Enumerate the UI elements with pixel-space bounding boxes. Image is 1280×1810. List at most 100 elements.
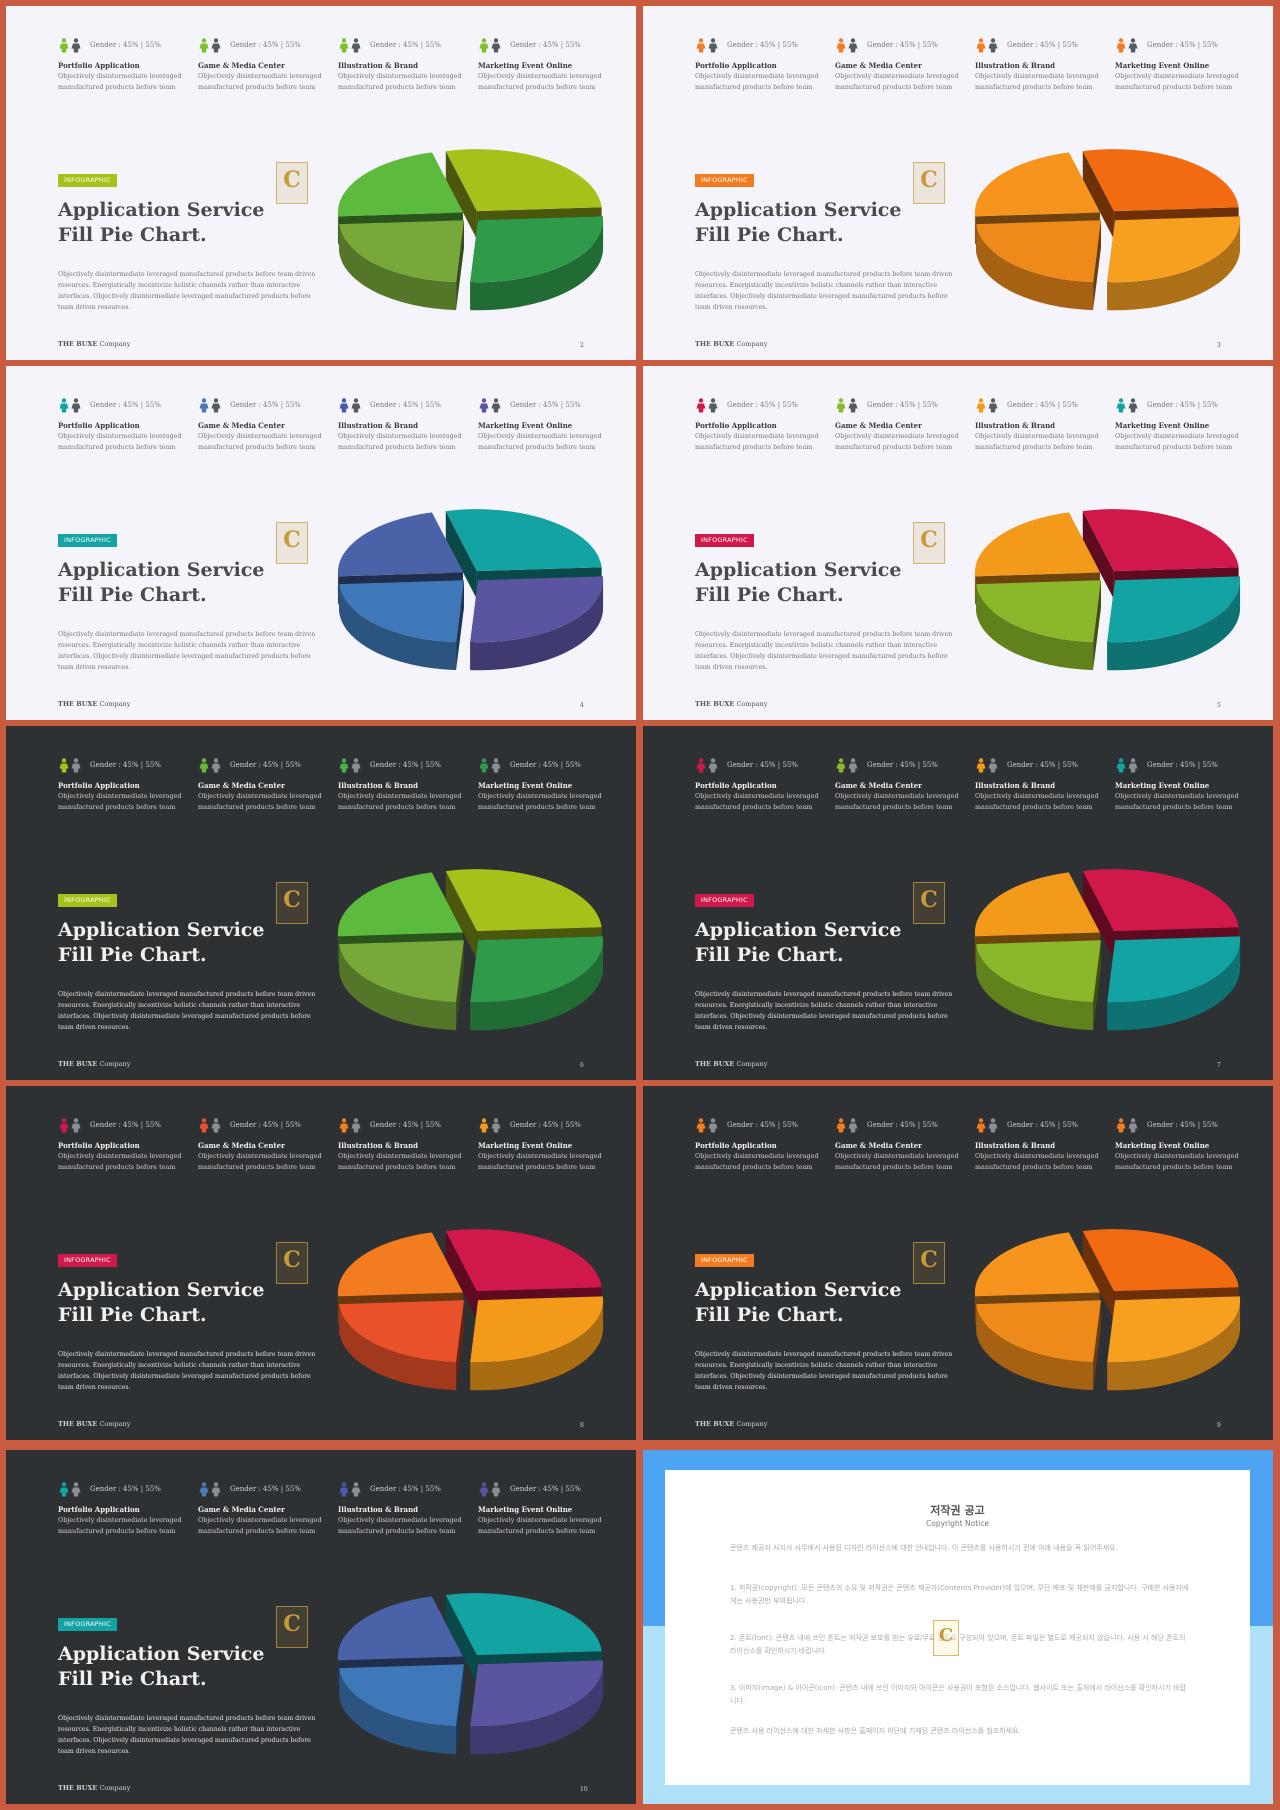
pie-slice-left <box>339 220 464 311</box>
stat-title: Marketing Event Online <box>478 61 573 70</box>
slide-page-7: Gender : 45% | 55% Portfolio Application O… <box>643 726 1273 1080</box>
pie-slice-top <box>974 1232 1100 1297</box>
stat-description: Objectively disintermediate leveraged ma… <box>58 72 182 91</box>
stat-title: Portfolio Application <box>695 61 777 70</box>
infographic-badge: INFOGRAPHIC <box>58 894 117 907</box>
female-icon <box>339 1481 349 1496</box>
exploded-3d-pie-chart <box>974 1229 1241 1391</box>
title-line-1: Application Service <box>58 199 265 221</box>
stat-description: Objectively disintermediate leveraged ma… <box>835 432 959 451</box>
gender-stats-row: Gender : 45% | 55% Portfolio Application O… <box>695 1116 1255 1186</box>
pie-slice-top <box>337 152 463 217</box>
pie-slice-top <box>339 220 464 283</box>
female-icon <box>59 757 69 772</box>
gender-label: Gender : 45% | 55% <box>1147 1121 1218 1129</box>
slide-page-10: Gender : 45% | 55% Portfolio Application O… <box>6 1450 636 1804</box>
pie-slice-top <box>470 216 604 283</box>
brand-logo-icon: C <box>913 162 945 204</box>
stat-title: Marketing Event Online <box>478 1141 573 1150</box>
stat-title: Illustration & Brand <box>338 61 419 70</box>
gender-label: Gender : 45% | 55% <box>1007 401 1078 409</box>
stat-title: Marketing Event Online <box>1115 781 1210 790</box>
male-icon <box>708 397 718 412</box>
footer-company: Company <box>99 340 131 348</box>
stat-title: Marketing Event Online <box>1115 1141 1210 1150</box>
male-icon <box>211 1117 221 1132</box>
infographic-badge: INFOGRAPHIC <box>58 1618 117 1631</box>
stat-title: Game & Media Center <box>198 61 285 70</box>
female-icon <box>836 757 846 772</box>
gender-label: Gender : 45% | 55% <box>90 761 161 769</box>
pie-slice-wall <box>445 1595 477 1684</box>
stat-title: Illustration & Brand <box>338 1505 419 1514</box>
female-icon <box>199 757 209 772</box>
title-line-2: Fill Pie Chart. <box>58 224 207 246</box>
footer-brand-name: THE BUXE <box>58 1420 98 1428</box>
footer-brand: THE BUXE Company <box>695 700 767 708</box>
stat-title: Illustration & Brand <box>975 1141 1056 1150</box>
stat-description: Objectively disintermediate leveraged ma… <box>835 72 959 91</box>
male-icon <box>988 1117 998 1132</box>
pie-slice-left <box>976 1300 1101 1391</box>
pie-slice-bottom <box>1107 216 1241 311</box>
gender-stat: Gender : 45% | 55% Portfolio Application O… <box>695 36 830 93</box>
footer-brand-name: THE BUXE <box>58 340 98 348</box>
female-icon <box>339 37 349 52</box>
slide-title: Application Service Fill Pie Chart. <box>695 918 901 968</box>
gender-stat: Gender : 45% | 55% Game & Media Center Obj… <box>835 396 970 453</box>
stat-description: Objectively disintermediate leveraged ma… <box>198 792 322 811</box>
gender-stats-row: Gender : 45% | 55% Portfolio Application O… <box>58 396 618 466</box>
male-icon <box>351 1481 361 1496</box>
slide-page-3: Gender : 45% | 55% Portfolio Application O… <box>643 6 1273 360</box>
infographic-badge: INFOGRAPHIC <box>695 1254 754 1267</box>
pie-slice-top <box>337 1596 463 1661</box>
female-icon <box>836 37 846 52</box>
female-icon <box>479 1481 489 1496</box>
stat-description: Objectively disintermediate leveraged ma… <box>198 1516 322 1535</box>
female-icon <box>696 37 706 52</box>
female-icon <box>1116 757 1126 772</box>
pie-slice-top <box>1082 869 1239 932</box>
male-icon <box>211 37 221 52</box>
female-icon <box>479 37 489 52</box>
stat-description: Objectively disintermediate leveraged ma… <box>695 432 819 451</box>
page-number: 6 <box>580 1062 584 1069</box>
male-icon <box>491 1117 501 1132</box>
gender-label: Gender : 45% | 55% <box>510 401 581 409</box>
male-icon <box>71 397 81 412</box>
gender-stat: Gender : 45% | 55% Marketing Event Online… <box>478 396 613 453</box>
slide-body-text: Objectively disintermediate leveraged ma… <box>58 991 316 1031</box>
pie-slice-left <box>976 580 1101 671</box>
slide-body-text: Objectively disintermediate leveraged ma… <box>695 271 953 311</box>
female-icon <box>696 397 706 412</box>
copyright-outro: 콘텐츠 사용 라이선스에 대한 자세한 사항은 홈페이지 하단에 기재된 콘텐츠… <box>730 1727 1021 1735</box>
logo-letter: C <box>283 527 301 553</box>
brand-logo-icon: C <box>276 162 308 204</box>
footer-company: Company <box>736 1420 768 1428</box>
footer-company: Company <box>99 700 131 708</box>
stat-title: Portfolio Application <box>58 1141 140 1150</box>
exploded-3d-pie-chart <box>974 509 1241 671</box>
gender-label: Gender : 45% | 55% <box>867 401 938 409</box>
gender-stat: Gender : 45% | 55% Portfolio Application O… <box>58 36 193 93</box>
logo-letter: C <box>283 167 301 193</box>
slide-title: Application Service Fill Pie Chart. <box>695 558 901 608</box>
pie-slice-outer-wall <box>1107 1300 1241 1391</box>
pie-slice-top <box>337 1232 463 1297</box>
gender-label: Gender : 45% | 55% <box>1007 1121 1078 1129</box>
exploded-3d-pie-chart <box>337 869 604 1031</box>
slide-body-text: Objectively disintermediate leveraged ma… <box>58 631 316 671</box>
pie-slice-bottom <box>470 216 604 311</box>
gender-label: Gender : 45% | 55% <box>510 761 581 769</box>
male-icon <box>491 1481 501 1496</box>
stat-description: Objectively disintermediate leveraged ma… <box>975 1152 1099 1171</box>
slide-body-text: Objectively disintermediate leveraged ma… <box>58 1715 316 1755</box>
male-icon <box>1128 1117 1138 1132</box>
brand-logo-icon: C <box>913 882 945 924</box>
gender-stat: Gender : 45% | 55% Illustration & Brand Ob… <box>338 36 473 93</box>
female-icon <box>479 397 489 412</box>
gender-stat: Gender : 45% | 55% Illustration & Brand Ob… <box>338 396 473 453</box>
pie-slice-top <box>974 152 1100 217</box>
pie-slice-top <box>974 512 1100 577</box>
title-line-1: Application Service <box>58 559 265 581</box>
